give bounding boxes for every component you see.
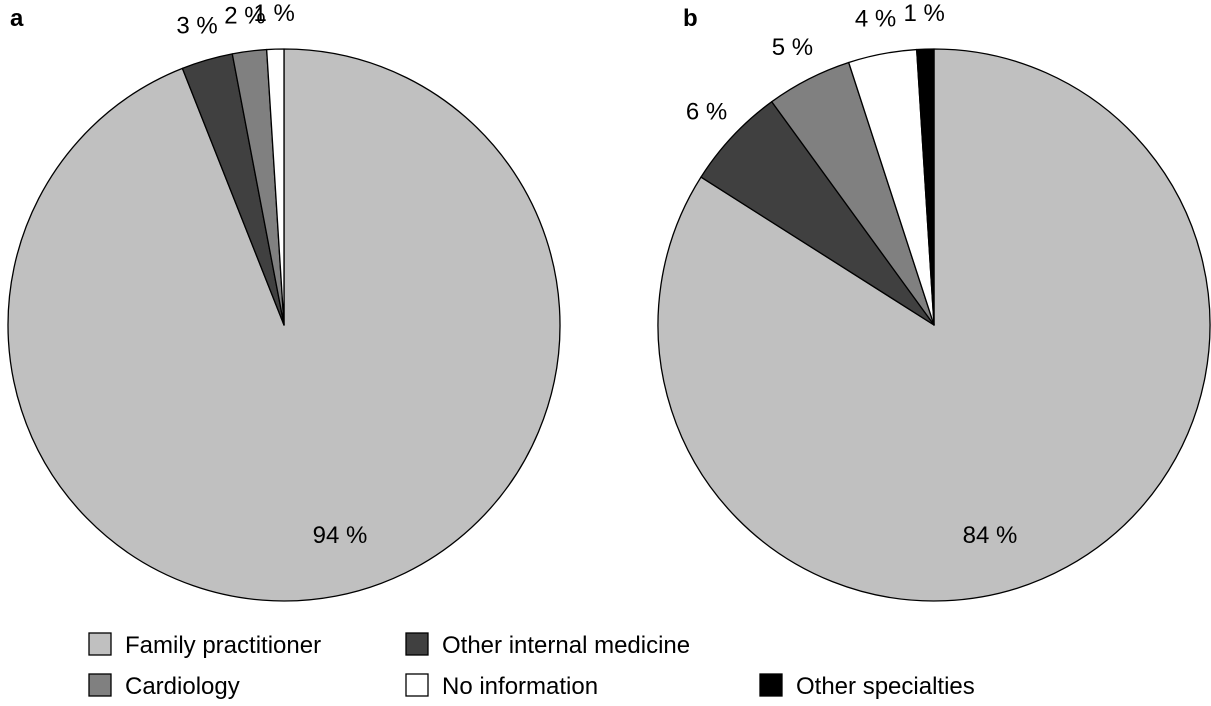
slice-label-a-family-practitioner: 94 % — [313, 522, 368, 549]
pie-chart-a: a 94 % 3 % 2 %1 % — [7, 0, 561, 602]
slice-label-a-cardiology: 2 % — [224, 3, 265, 30]
legend-label-other-specialties: Other specialties — [796, 673, 975, 700]
panel-label-a: a — [10, 5, 24, 32]
pie-slice-b-other-specialties — [916, 48, 935, 326]
legend-label-no-information: No information — [442, 673, 598, 700]
legend-swatch-no-information — [405, 673, 429, 697]
legend-swatch-other-specialties — [759, 673, 783, 697]
pie-chart-b: b 84 % 6 % 5 % 4 % 1 % — [657, 0, 1211, 602]
legend-swatch-family-practitioner — [88, 632, 112, 656]
legend: Family practitioner Other internal medici… — [88, 632, 975, 700]
slice-label-b-other-specialties: 1 % — [904, 0, 945, 27]
slice-label-b-no-information: 4 % — [855, 6, 896, 33]
slice-label-a-no-information: 1 % — [254, 0, 295, 27]
slice-label-b-other-internal-medicine: 6 % — [686, 98, 727, 125]
panel-label-b: b — [683, 5, 698, 32]
legend-swatch-cardiology — [88, 673, 112, 697]
legend-label-family-practitioner: Family practitioner — [125, 632, 321, 659]
pie-slice-a-no-information — [266, 48, 285, 326]
slice-label-b-family-practitioner: 84 % — [963, 522, 1018, 549]
legend-swatch-other-internal-medicine — [405, 632, 429, 656]
legend-label-cardiology: Cardiology — [125, 673, 240, 700]
slice-label-a-other-internal-medicine: 3 % — [176, 12, 217, 39]
legend-label-other-internal-medicine: Other internal medicine — [442, 632, 690, 659]
slice-label-b-cardiology: 5 % — [772, 34, 813, 61]
